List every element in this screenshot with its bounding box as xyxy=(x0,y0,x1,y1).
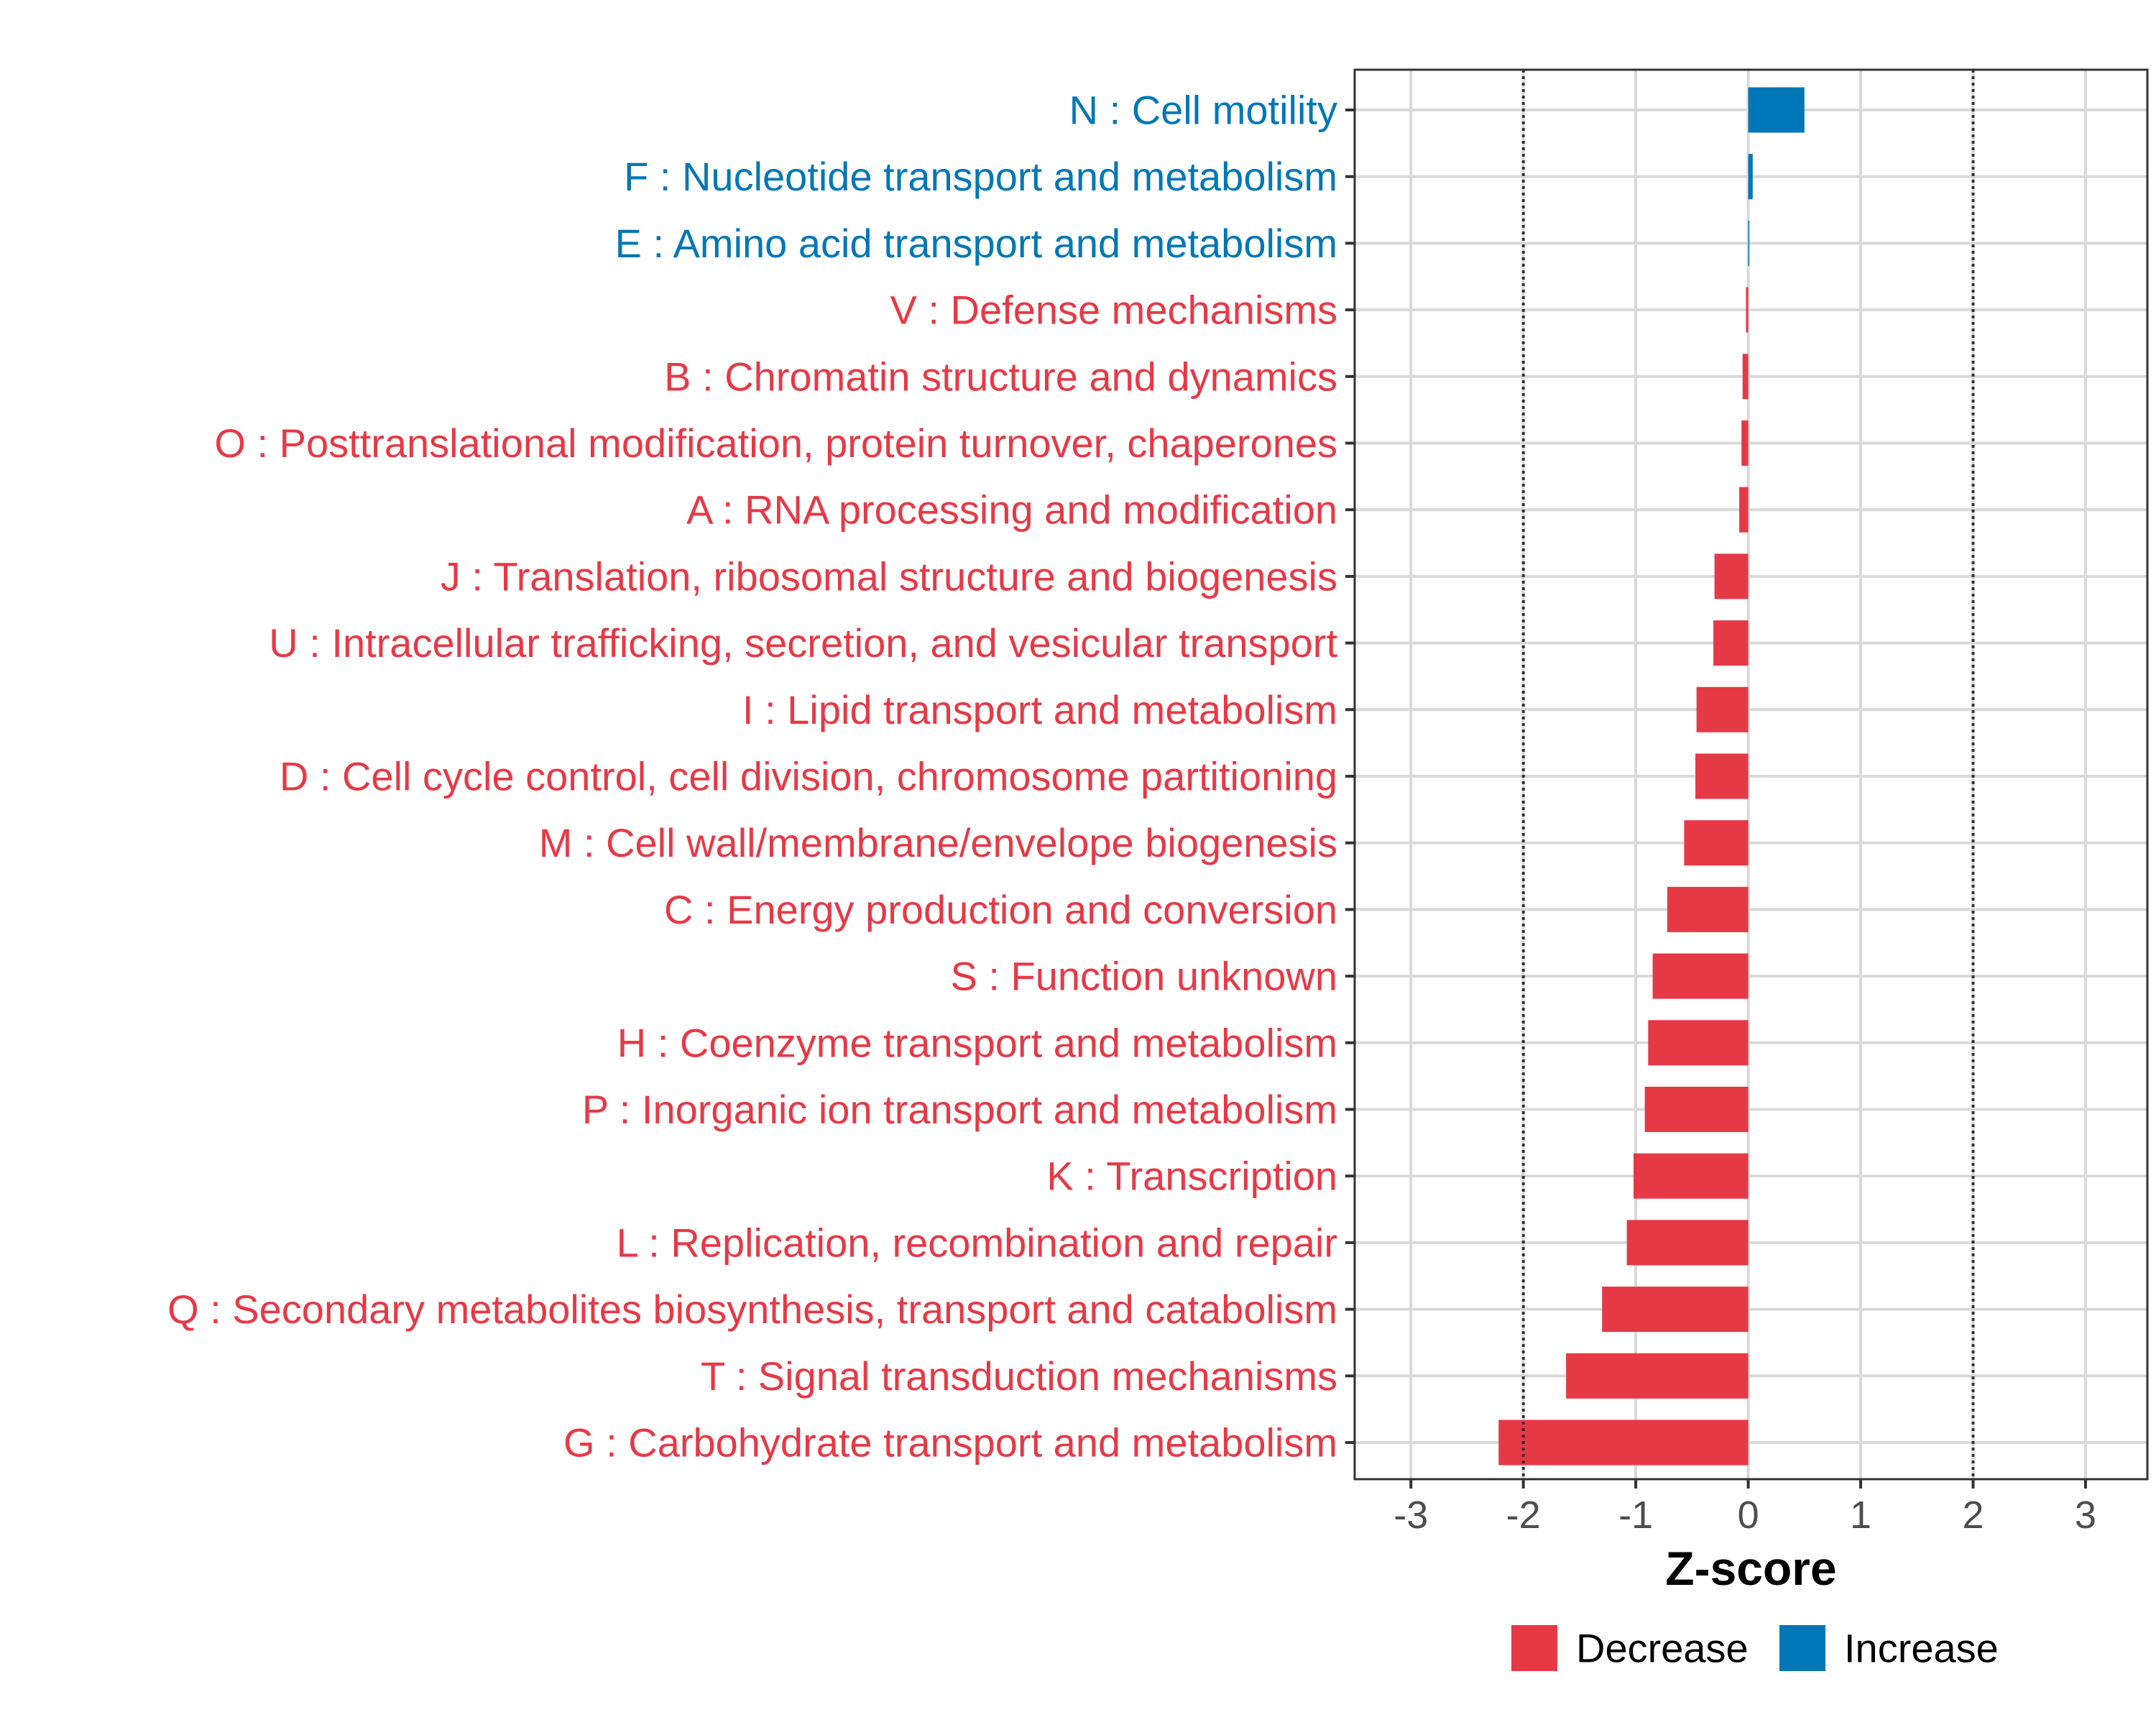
x-tick-label: -1 xyxy=(1618,1494,1653,1537)
category-label: P : Inorganic ion transport and metaboli… xyxy=(582,1087,1337,1132)
bar xyxy=(1652,953,1749,999)
legend: Decrease Increase xyxy=(1511,1625,1999,1671)
category-label: M : Cell wall/membrane/envelope biogenes… xyxy=(539,820,1337,865)
bar xyxy=(1626,1220,1749,1266)
category-label: T : Signal transduction mechanisms xyxy=(701,1353,1337,1399)
x-tick-label: 1 xyxy=(1850,1494,1871,1537)
panel-border xyxy=(1353,68,2149,1481)
category-label: N : Cell motility xyxy=(1069,88,1337,133)
category-label: L : Replication, recombination and repai… xyxy=(617,1220,1337,1265)
bar-layer xyxy=(1498,87,1805,1466)
category-label: D : Cell cycle control, cell division, c… xyxy=(280,754,1337,799)
bar xyxy=(1713,620,1749,666)
bar xyxy=(1696,686,1749,732)
category-label: K : Transcription xyxy=(1046,1154,1337,1199)
bar xyxy=(1714,553,1749,599)
category-label: B : Chromatin structure and dynamics xyxy=(664,354,1337,399)
category-label: F : Nucleotide transport and metabolism xyxy=(624,154,1337,199)
bar xyxy=(1648,1020,1749,1066)
bar xyxy=(1748,154,1753,200)
bar xyxy=(1742,354,1749,400)
category-label: Q : Secondary metabolites biosynthesis, … xyxy=(167,1287,1337,1332)
bar xyxy=(1748,87,1805,133)
y-axis-ticks xyxy=(1345,109,1355,1444)
category-label: A : RNA processing and modification xyxy=(686,487,1337,533)
y-axis-labels: N : Cell motility F : Nucleotide transpor… xyxy=(167,88,1337,1466)
bar xyxy=(1741,420,1749,466)
bar xyxy=(1667,886,1749,932)
legend-label: Increase xyxy=(1844,1626,1999,1671)
legend-key xyxy=(1511,1625,1557,1671)
bar xyxy=(1746,287,1749,333)
category-label: E : Amino acid transport and metabolism xyxy=(615,221,1337,266)
grid-layer xyxy=(1355,70,2147,1479)
legend-key xyxy=(1779,1625,1825,1671)
bar xyxy=(1602,1287,1749,1333)
category-label: C : Energy production and conversion xyxy=(664,887,1337,932)
x-tick-label: 3 xyxy=(2075,1494,2096,1537)
x-tick-label: -2 xyxy=(1506,1494,1541,1537)
category-label: G : Carbohydrate transport and metabolis… xyxy=(563,1420,1337,1466)
bar xyxy=(1695,753,1749,799)
legend-label: Decrease xyxy=(1576,1626,1749,1671)
category-label: H : Coenzyme transport and metabolism xyxy=(617,1020,1337,1065)
x-axis-ticks: -3 -2 -1 0 1 2 3 xyxy=(1393,1479,2096,1537)
bar xyxy=(1739,487,1749,533)
x-axis-title: Z-score xyxy=(1665,1542,1836,1595)
category-label: S : Function unknown xyxy=(950,954,1337,999)
category-label: O : Posttranslational modification, prot… xyxy=(214,420,1337,466)
bar xyxy=(1566,1353,1749,1399)
category-label: U : Intracellular trafficking, secretion… xyxy=(269,620,1337,666)
bar xyxy=(1498,1420,1749,1466)
x-tick-label: 0 xyxy=(1738,1494,1759,1537)
bar xyxy=(1684,820,1749,866)
bar xyxy=(1644,1086,1749,1133)
category-label: V : Defense mechanisms xyxy=(890,288,1337,333)
category-label: I : Lipid transport and metabolism xyxy=(742,687,1337,732)
bar xyxy=(1748,220,1750,266)
x-tick-label: -3 xyxy=(1393,1494,1428,1537)
x-tick-label: 2 xyxy=(1962,1494,1984,1537)
category-label: J : Translation, ribosomal structure and… xyxy=(441,553,1337,599)
threshold-layer xyxy=(1521,70,1975,1479)
bar xyxy=(1634,1153,1749,1199)
